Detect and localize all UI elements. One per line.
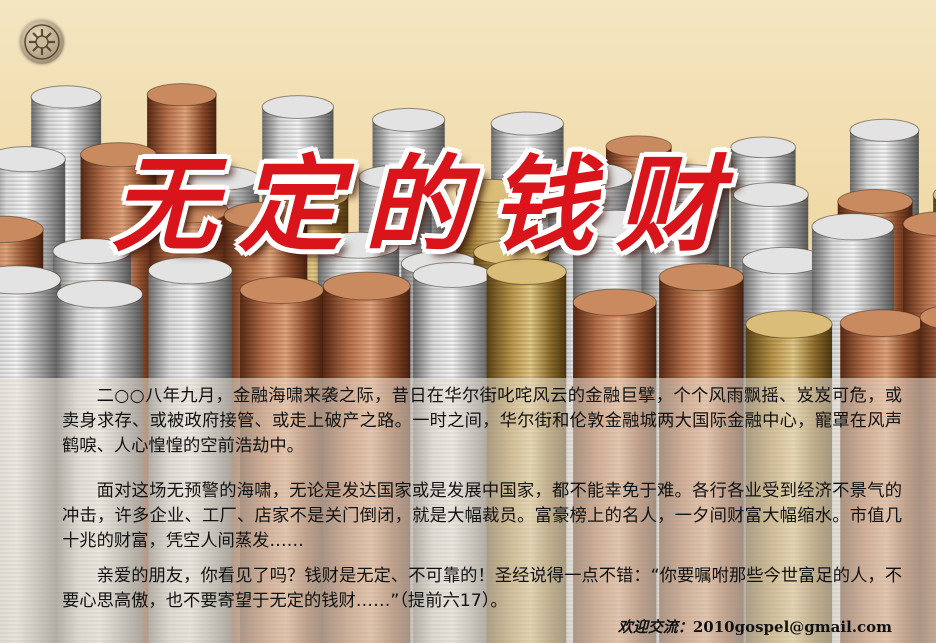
coin-top xyxy=(317,231,400,259)
coin-top xyxy=(0,215,44,244)
coin-top xyxy=(56,279,144,309)
page-title: 无定的钱财 xyxy=(112,143,743,266)
coin-top xyxy=(30,85,102,109)
coin-top xyxy=(261,95,334,119)
contact-email[interactable]: 2010gospel@gmail.com xyxy=(692,618,892,636)
coin-top xyxy=(919,306,936,329)
coin-top xyxy=(572,288,657,317)
coin-top xyxy=(932,189,936,201)
text-panel xyxy=(0,378,936,643)
coin-top xyxy=(651,164,730,190)
coin-top xyxy=(52,238,132,265)
paragraph-3: 亲爱的朋友，你看见了吗？钱财是无定、不可靠的！圣经说得一点不错：“你要嘱咐那些今… xyxy=(62,566,902,611)
coin-top xyxy=(486,258,567,286)
coin-top xyxy=(837,189,914,214)
coin-top xyxy=(730,136,797,159)
coin-top xyxy=(146,83,217,107)
coin-top xyxy=(902,211,936,237)
coin-top xyxy=(0,146,66,173)
logo-emblem-icon xyxy=(20,20,64,64)
paragraph-2: 面对这场无预警的海啸，无论是发达国家或是发展中国家，都不能幸免于难。各行各业受到… xyxy=(62,481,902,551)
coin-top xyxy=(640,202,720,228)
coin-top xyxy=(223,201,308,230)
coin-top xyxy=(455,178,529,203)
coin-top xyxy=(605,135,672,158)
coin-top xyxy=(358,164,433,190)
coin-top xyxy=(0,265,62,295)
coin-top xyxy=(147,256,233,285)
coin-top xyxy=(658,263,745,292)
coin-top xyxy=(811,213,895,241)
coin-top xyxy=(322,271,411,301)
coin-top xyxy=(268,182,349,209)
coin-top xyxy=(547,162,633,191)
contact-line: 欢迎交流：2010gospel@gmail.com xyxy=(618,616,892,637)
coin-top xyxy=(733,182,809,208)
coin-top xyxy=(372,107,446,132)
coin-top xyxy=(839,309,925,338)
coin-top xyxy=(239,276,324,305)
coin-top xyxy=(849,118,920,142)
coin-top xyxy=(490,111,565,136)
paragraph-1: 二○○八年九月，金融海啸来袭之际，昔日在华尔街叱咤风云的金融巨擘，个个风雨飘摇、… xyxy=(62,386,902,456)
coin-top xyxy=(184,165,260,191)
coin-top xyxy=(745,310,833,339)
contact-label: 欢迎交流： xyxy=(617,618,693,636)
coin-top xyxy=(80,142,158,168)
